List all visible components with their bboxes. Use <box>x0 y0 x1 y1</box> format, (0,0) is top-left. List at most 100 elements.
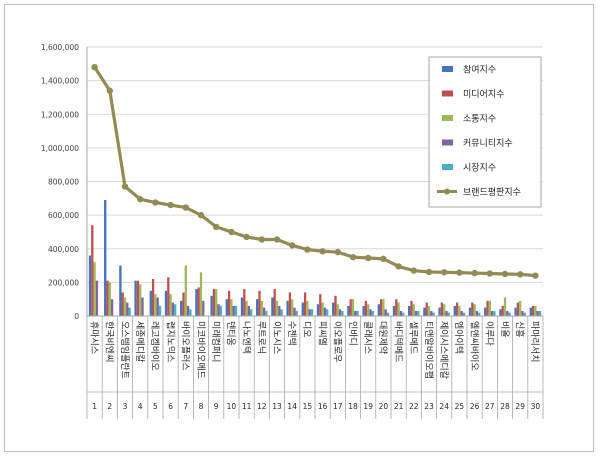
x-rank-label: 24 <box>439 402 449 411</box>
line-point <box>319 248 326 255</box>
bar <box>384 309 387 316</box>
gridlines <box>87 46 543 317</box>
bar <box>197 287 200 316</box>
bar <box>508 312 511 316</box>
bar <box>354 310 357 316</box>
y-tick-label: 1,600,000 <box>41 43 79 52</box>
bar <box>164 290 168 316</box>
x-category-label: 바디텍메드 <box>392 321 403 362</box>
x-rank-label: 11 <box>242 402 252 411</box>
bar <box>91 225 94 316</box>
x-category-label: 티앤알바이오팹 <box>423 321 434 379</box>
bar <box>154 294 157 316</box>
bar <box>174 304 177 316</box>
bar <box>156 297 159 316</box>
bar <box>402 312 405 316</box>
legend-swatch <box>442 115 453 121</box>
bar <box>247 305 251 316</box>
line-point <box>349 253 357 261</box>
legend-label: 시장지수 <box>463 163 496 174</box>
legend-label: 참여지수 <box>463 64 496 76</box>
line-point <box>213 223 220 231</box>
line-point <box>425 268 433 276</box>
bar <box>306 300 309 316</box>
bar <box>529 307 532 316</box>
bar <box>262 307 266 316</box>
bar <box>158 305 162 316</box>
bar <box>531 305 535 316</box>
bar <box>523 312 526 316</box>
x-rank-label: 23 <box>424 402 434 411</box>
x-rank-label: 17 <box>333 402 343 411</box>
line-point <box>380 255 387 263</box>
bar <box>110 299 114 316</box>
line-point <box>91 63 98 71</box>
bar <box>243 289 246 316</box>
bar <box>278 305 281 316</box>
bar <box>119 265 122 316</box>
bar <box>334 295 337 316</box>
bar <box>506 310 509 316</box>
bar <box>484 307 487 316</box>
bar <box>397 302 400 316</box>
bar <box>234 305 238 316</box>
bar <box>473 304 476 316</box>
bar <box>362 305 365 316</box>
x-category-label: 이오플로우 <box>332 321 343 362</box>
y-tick-label: 800,000 <box>48 178 79 187</box>
bar <box>458 305 461 316</box>
legend-swatch <box>442 90 453 97</box>
x-category-label: 세종메디칼 <box>134 321 145 362</box>
bar <box>275 300 279 316</box>
x-rank-label: 15 <box>303 402 313 411</box>
bar <box>141 297 144 316</box>
bar <box>171 302 175 316</box>
x-rank-label: 10 <box>227 402 237 411</box>
x-rank-label: 8 <box>199 402 204 411</box>
bar <box>199 272 203 316</box>
bar <box>303 292 307 316</box>
bar <box>106 280 109 316</box>
x-category-label: 엠아이텍 <box>453 321 465 354</box>
bar <box>202 300 205 316</box>
bar <box>227 290 231 316</box>
x-rank-label: 26 <box>470 402 480 411</box>
bar <box>316 304 320 316</box>
legend-swatch <box>442 66 453 72</box>
x-rank-label: 22 <box>409 402 419 411</box>
bar <box>349 299 352 316</box>
bar <box>395 299 398 316</box>
line-point <box>486 270 493 277</box>
bar <box>301 302 304 316</box>
bar <box>149 290 152 316</box>
bar <box>438 307 441 316</box>
bar <box>468 307 472 316</box>
x-category-label: 오스템임플란트 <box>119 321 131 379</box>
bar <box>478 312 481 316</box>
bar <box>240 297 244 316</box>
line-point <box>167 201 174 209</box>
legend-swatch <box>442 139 453 146</box>
bar <box>332 302 335 316</box>
bar <box>414 310 418 316</box>
x-category-label: 이노시스 <box>271 321 282 354</box>
bar <box>432 312 435 316</box>
line-point <box>106 87 114 94</box>
x-category-label: 수젠텍 <box>286 321 297 346</box>
bar <box>215 289 218 316</box>
line-point <box>517 271 524 278</box>
bar <box>382 299 385 316</box>
bar <box>445 310 448 316</box>
x-category-label: 파마리서치 <box>529 321 541 362</box>
bar <box>88 255 92 316</box>
bar <box>319 294 322 316</box>
x-rank-label: 4 <box>138 402 143 411</box>
x-rank-label: 7 <box>183 402 188 411</box>
chart: 0 200,000 400,000 600,000 800,000 1,000,000 1,… <box>41 43 544 419</box>
line-point <box>121 183 129 190</box>
bar <box>291 299 294 316</box>
bar <box>271 297 274 316</box>
x-category-label: 미래컴퍼니 <box>210 321 222 362</box>
bar <box>260 300 263 316</box>
